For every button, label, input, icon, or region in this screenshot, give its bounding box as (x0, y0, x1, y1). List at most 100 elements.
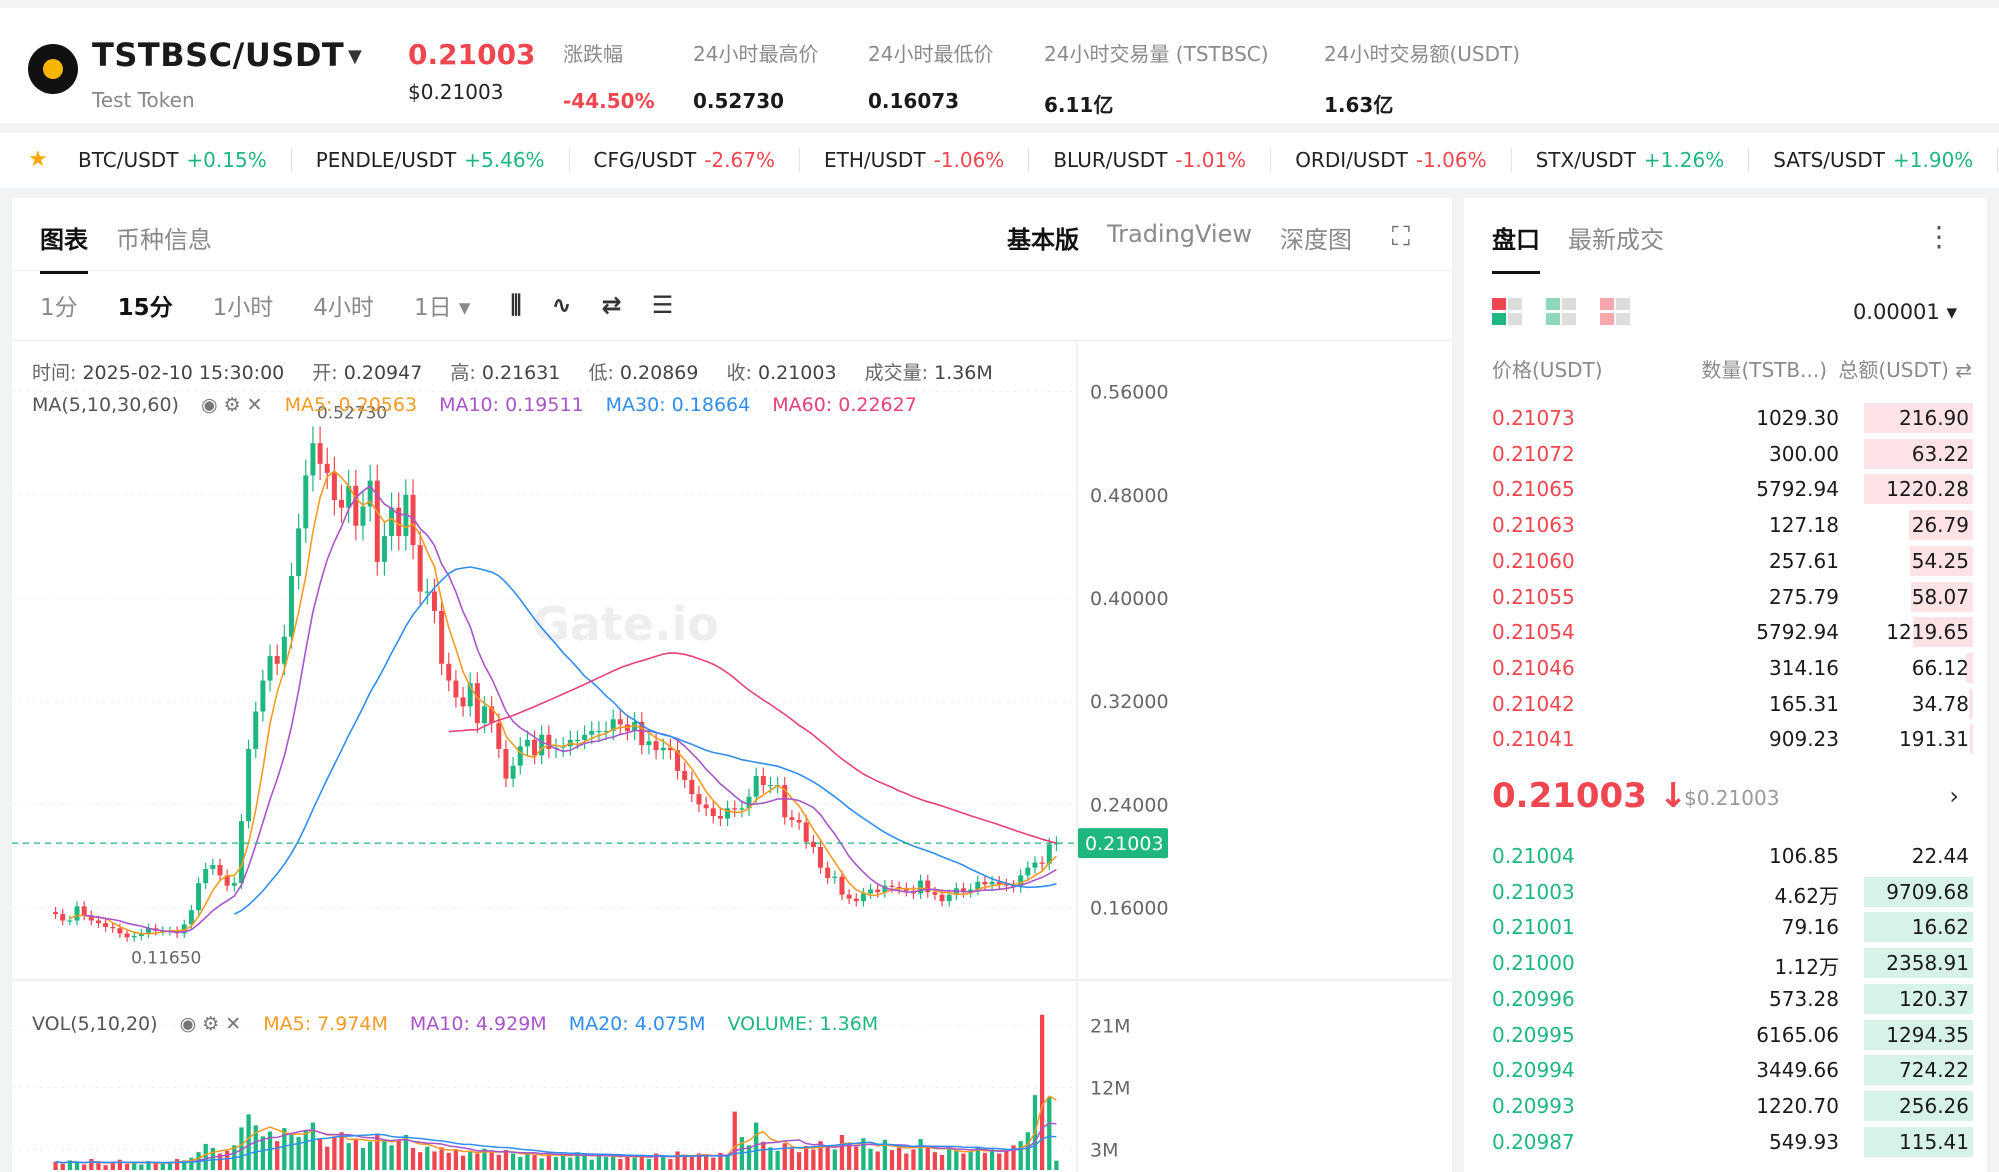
stat-value: 0.52730 (693, 89, 785, 113)
volume-bar (332, 1136, 337, 1170)
candle-body (860, 893, 866, 902)
settings-list-icon[interactable]: ☰ (651, 291, 674, 319)
volume-bar (203, 1143, 208, 1170)
candlestick-chart[interactable]: 0.56000 0.48000 0.40000 0.32000 0.24000 0.160… (12, 340, 1452, 1172)
bid-row[interactable]: 0.21003 4.62万 9709.68 (1464, 874, 1987, 910)
ticker-item[interactable]: ETH/USDT -1.06% (824, 148, 1030, 172)
ticker-item[interactable]: PENDLE/USDT +5.46% (316, 148, 570, 172)
ask-row[interactable]: 0.21072 300.00 63.22 (1464, 436, 1987, 472)
pair-title[interactable]: TSTBSC/USDT (92, 36, 345, 74)
ticker-item[interactable]: BLUR/USDT -1.01% (1053, 148, 1272, 172)
eye-icon[interactable]: ◉ ⚙ ✕ (200, 394, 263, 416)
candle-body (760, 776, 766, 786)
col-total[interactable]: 总额(USDT) ⇄ (1838, 358, 1972, 382)
ask-row[interactable]: 0.21063 127.18 26.79 (1464, 507, 1987, 543)
interval-4h[interactable]: 4小时 (313, 295, 374, 321)
volume-bar (153, 1163, 158, 1170)
bid-row[interactable]: 0.21000 1.12万 2358.91 (1464, 945, 1987, 981)
interval-15m[interactable]: 15分 (117, 295, 173, 321)
candle-body (889, 885, 895, 887)
ticker-pair: STX/USDT (1535, 148, 1636, 172)
tab-depth[interactable]: 深度图 (1280, 226, 1352, 254)
bid-row[interactable]: 0.20995 6165.06 1294.35 (1464, 1017, 1987, 1053)
candle-body (310, 443, 316, 476)
ask-row[interactable]: 0.21060 257.61 54.25 (1464, 543, 1987, 579)
candle-body (331, 472, 337, 500)
eye-icon[interactable]: ◉ ⚙ ✕ (179, 1013, 242, 1035)
ask-row[interactable]: 0.21042 165.31 34.78 (1464, 686, 1987, 722)
candle-body (74, 906, 80, 921)
price-tick-label: 0.16000 (1090, 898, 1169, 920)
layout-both-icon[interactable] (1492, 298, 1524, 326)
ask-row[interactable]: 0.21055 275.79 58.07 (1464, 579, 1987, 615)
ticker-item[interactable]: CFG/USDT -2.67% (594, 148, 800, 172)
volume-bar (804, 1145, 809, 1170)
candle-body (918, 880, 924, 894)
star-icon[interactable]: ★ (28, 147, 48, 172)
ticker-item[interactable]: STX/USDT +1.26% (1536, 148, 1750, 172)
swap-icon[interactable]: ⇄ (601, 291, 622, 319)
volume-bar (725, 1156, 730, 1170)
candle-body (746, 796, 752, 809)
ask-row[interactable]: 0.21046 314.16 66.12 (1464, 650, 1987, 686)
book-column-headers: 价格(USDT) 数量(TSTB...) 总额(USDT) ⇄ (1492, 354, 1972, 383)
ticker-change: -1.06% (1415, 148, 1487, 172)
tab-tradingview[interactable]: TradingView (1106, 220, 1252, 248)
token-logo (28, 44, 78, 94)
chevron-right-icon[interactable]: › (1949, 782, 1959, 810)
candle-body (782, 785, 788, 818)
stat-change: 涨跌幅 -44.50% (563, 38, 655, 113)
book-qty: 5792.94 (1756, 620, 1839, 645)
volume-bar (174, 1159, 180, 1170)
interval-1m[interactable]: 1分 (40, 295, 78, 321)
book-total: 63.22 (1911, 441, 1969, 466)
volume-bar (932, 1152, 938, 1170)
fullscreen-icon[interactable]: ⛶ (1391, 222, 1410, 252)
volume-bar (267, 1131, 273, 1170)
bid-row[interactable]: 0.20994 3449.66 724.22 (1464, 1052, 1987, 1088)
precision-select[interactable]: 0.00001 ▾ (1852, 300, 1957, 324)
watermark: Gate.io (532, 597, 719, 651)
bid-row[interactable]: 0.20993 1220.70 256.26 (1464, 1088, 1987, 1124)
ticker-pair: PENDLE/USDT (315, 148, 457, 172)
bid-row[interactable]: 0.21001 79.16 16.62 (1464, 909, 1987, 945)
stat-turnover: 24小时交易额(USDT) 1.63亿 (1324, 38, 1520, 118)
bid-row[interactable]: 0.20987 549.93 115.41 (1464, 1124, 1987, 1160)
volume-bar (124, 1163, 130, 1170)
tab-chart[interactable]: 图表 (40, 220, 88, 274)
candle-body (489, 706, 495, 724)
depth-bar (1864, 912, 1973, 943)
tab-coin-info[interactable]: 币种信息 (116, 226, 212, 254)
bid-row[interactable]: 0.21004 106.85 22.44 (1464, 838, 1987, 874)
interval-1h[interactable]: 1小时 (212, 295, 274, 321)
layout-bids-icon[interactable] (1546, 298, 1578, 326)
ask-row[interactable]: 0.21065 5792.94 1220.28 (1464, 471, 1987, 507)
volume-bar (367, 1141, 373, 1170)
ticker-item[interactable]: SATS/USDT +1.90% (1773, 148, 1999, 172)
bid-row[interactable]: 0.20996 573.28 120.37 (1464, 981, 1987, 1017)
ask-row[interactable]: 0.21054 5792.94 1219.65 (1464, 614, 1987, 650)
chevron-down-icon[interactable]: ▼ (348, 46, 362, 67)
candle-body (274, 656, 280, 664)
tab-order-book[interactable]: 盘口 (1492, 220, 1540, 274)
indicator-icon[interactable]: ∿ (551, 291, 572, 319)
ask-row[interactable]: 0.21073 1029.30 216.90 (1464, 400, 1987, 436)
volume-bar (317, 1138, 323, 1170)
candle-body (1053, 843, 1059, 845)
layout-asks-icon[interactable] (1600, 298, 1632, 326)
candle-body (324, 463, 330, 473)
more-icon[interactable]: ⋮ (1925, 220, 1953, 253)
candle-type-icon[interactable]: ⫼ (510, 291, 522, 319)
interval-1d[interactable]: 1日 ▾ (413, 295, 471, 321)
volume-bar (346, 1143, 351, 1170)
candle-body (1018, 875, 1024, 887)
ask-row[interactable]: 0.21041 909.23 191.31 (1464, 721, 1987, 757)
tab-basic[interactable]: 基本版 (1006, 226, 1079, 254)
ticker-item[interactable]: BTC/USDT +0.15% (78, 148, 292, 172)
volume-bar (618, 1159, 623, 1170)
vol-ma20: MA20: 4.075M (568, 1013, 706, 1035)
ticker-list: BTC/USDT +0.15% PENDLE/USDT +5.46% CFG/USDT -… (78, 148, 1999, 172)
ticker-pair: SATS/USDT (1773, 148, 1885, 172)
ticker-item[interactable]: ORDI/USDT -1.06% (1295, 148, 1512, 172)
tab-latest-trades[interactable]: 最新成交 (1568, 226, 1664, 254)
